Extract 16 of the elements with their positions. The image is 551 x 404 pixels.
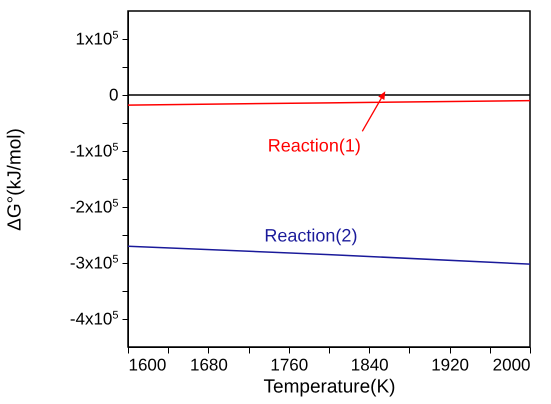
x-tick-label: 1760 <box>270 356 308 374</box>
x-tick-label: 2000 <box>492 356 530 374</box>
annotation: Reaction(2) <box>264 225 358 246</box>
x-tick-label: 1600 <box>128 356 166 374</box>
y-tick-label: -1x10$^{5}$ <box>70 142 118 160</box>
x-tick-label: 1680 <box>190 356 228 374</box>
y-tick-label: 0 <box>109 86 118 104</box>
x-tick-label: 1840 <box>350 356 389 374</box>
x-tick-label: 1920 <box>431 356 470 374</box>
x-axis-title: Temperature(K) <box>264 376 396 398</box>
y-tick-label: -3x10$^{5}$ <box>70 254 118 272</box>
y-tick-label: -4x10$^{5}$ <box>70 310 118 328</box>
y-tick-label: -2x10$^{5}$ <box>70 198 118 216</box>
y-axis-title: ΔG°(kJ/mol) <box>4 128 26 231</box>
annotation: Reaction(1) <box>268 135 361 156</box>
y-tick-label: 1x10$^{5}$ <box>76 30 118 48</box>
